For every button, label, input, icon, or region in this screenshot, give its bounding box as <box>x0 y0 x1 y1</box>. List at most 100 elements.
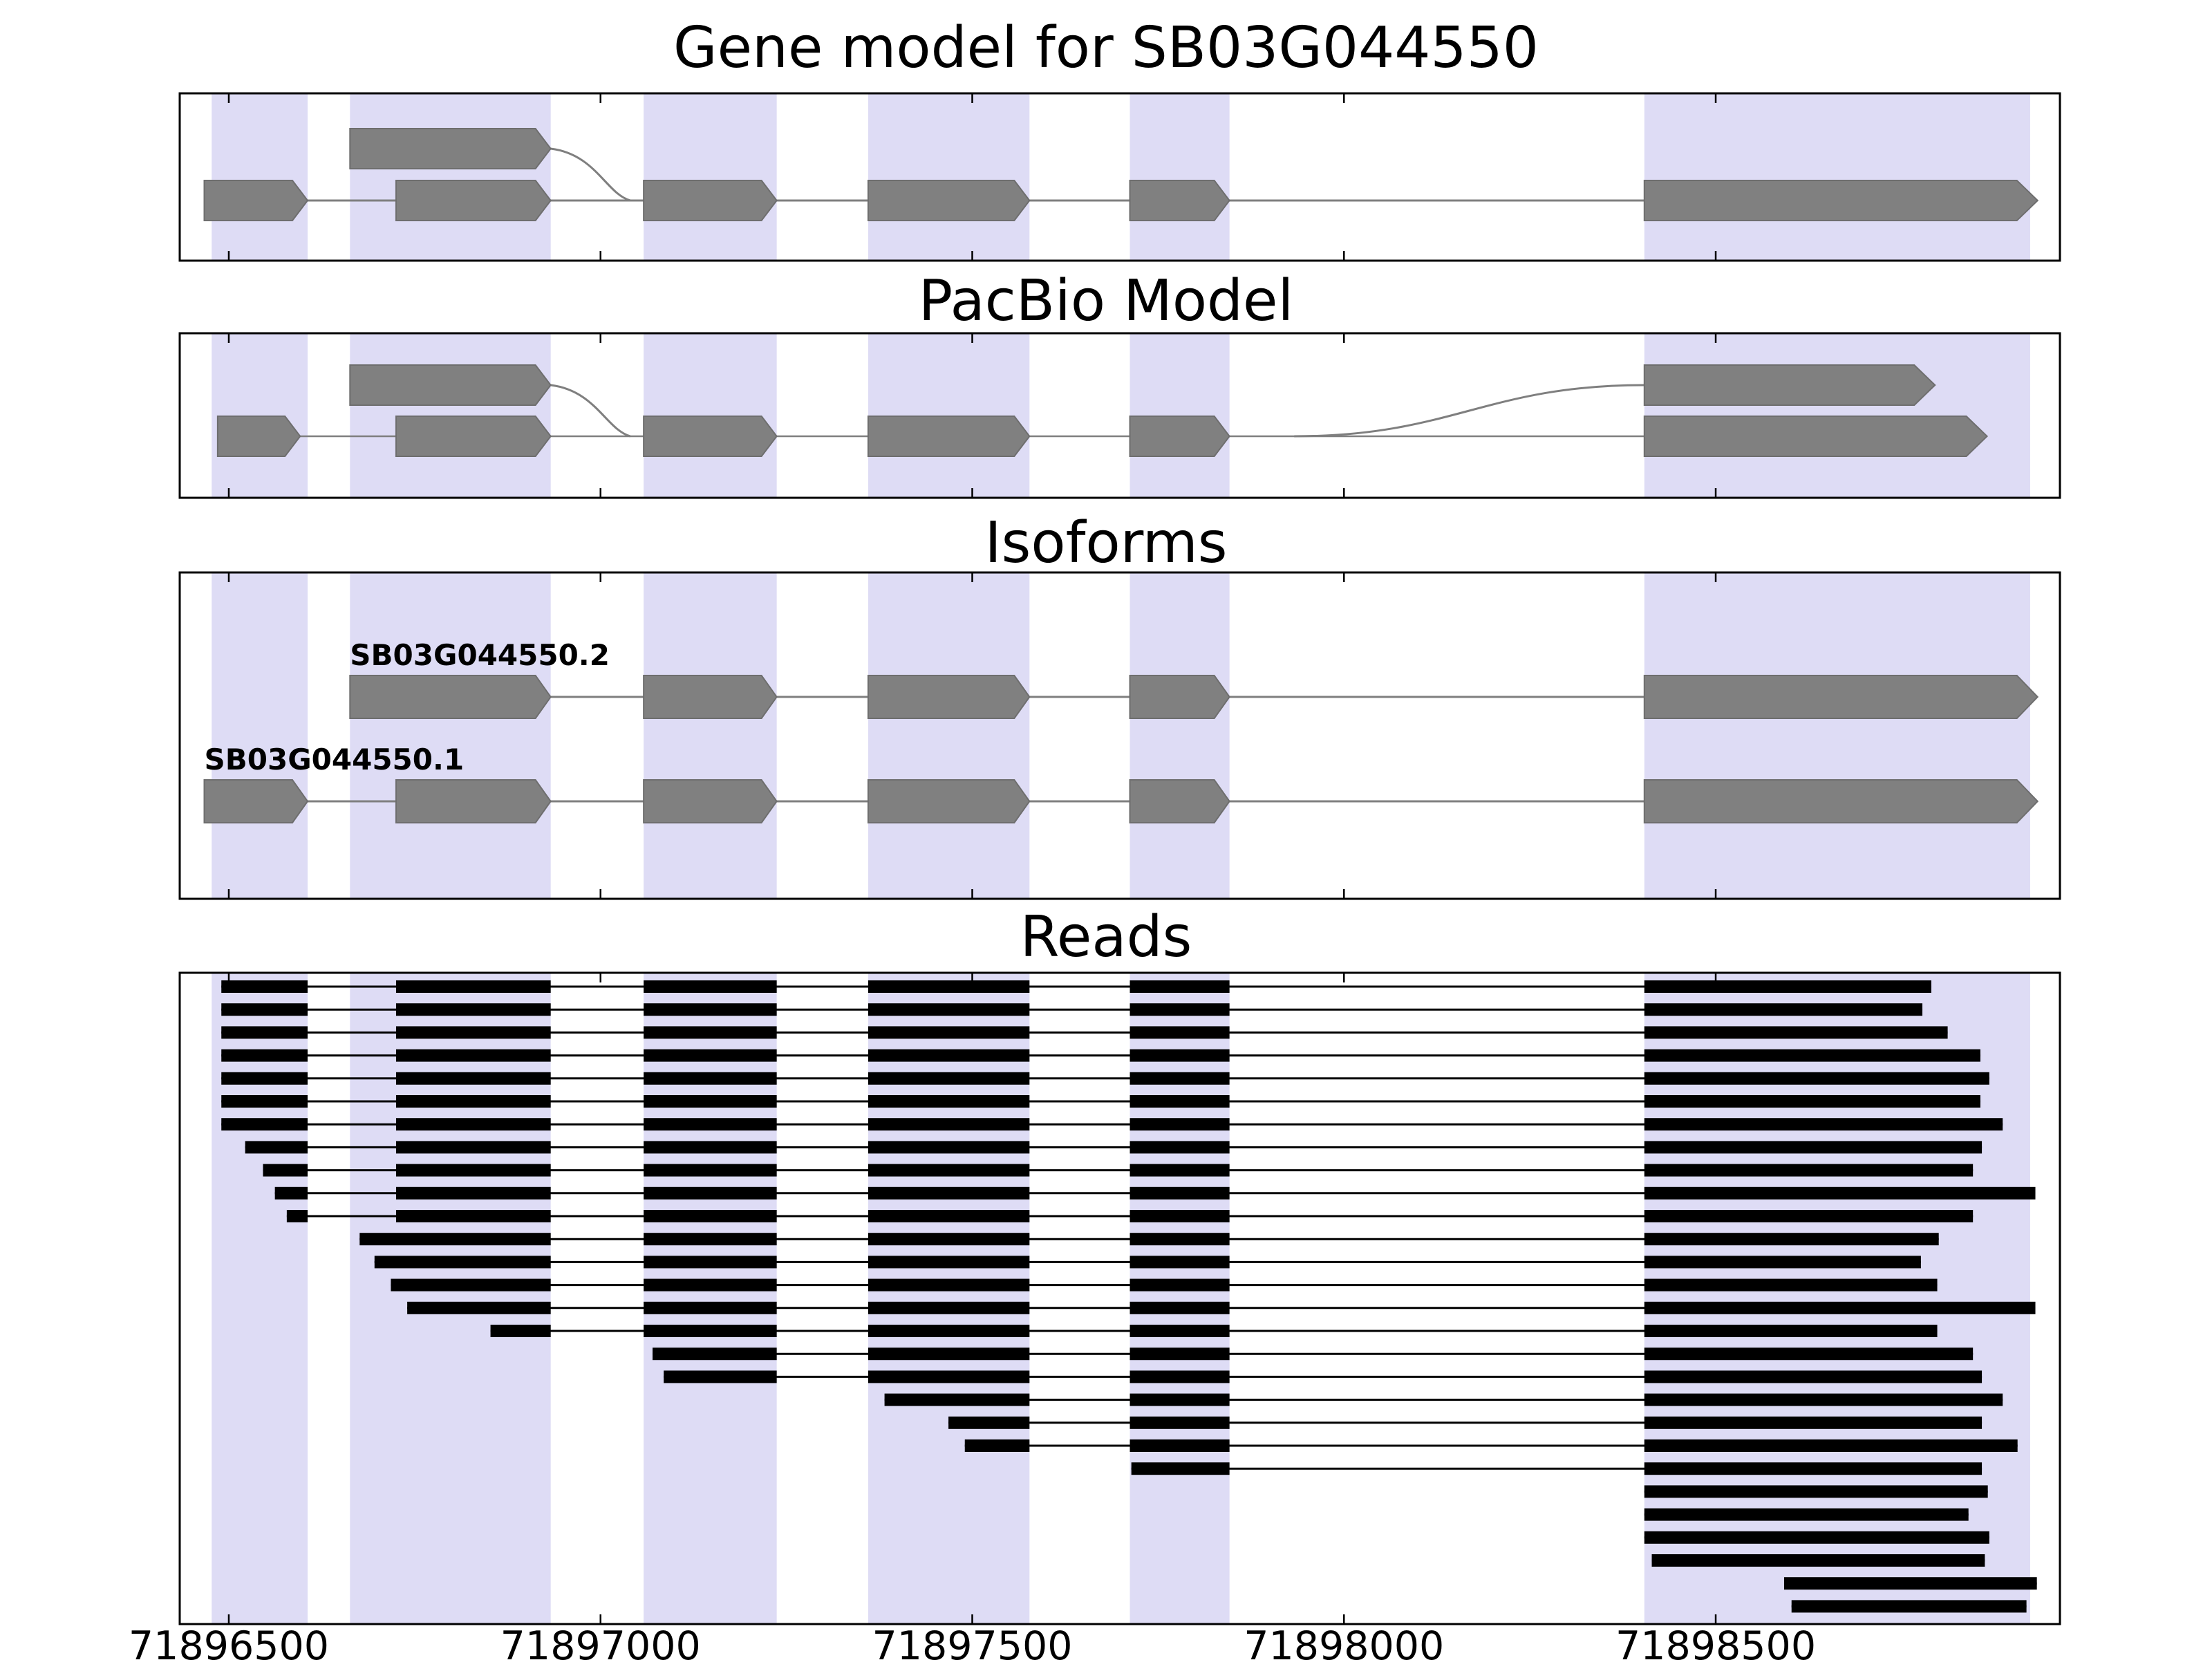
read-exon-block <box>395 1118 551 1131</box>
read-exon-block <box>1644 1049 1980 1062</box>
exon <box>1643 180 2039 221</box>
read-exon-block <box>1644 1278 1938 1292</box>
panel-title-gene-model: Gene model for SB03G044550 <box>673 15 1539 81</box>
read-exon-block <box>1791 1600 2027 1613</box>
exon <box>1129 779 1230 823</box>
alt-first-exon <box>349 128 552 169</box>
panel-border <box>178 332 2061 499</box>
read-row <box>1644 1508 1969 1521</box>
read-row <box>221 980 1931 993</box>
exon-highlight-band <box>212 93 308 261</box>
read-exon-block <box>395 1026 551 1039</box>
read-exon-block <box>1130 1049 1230 1062</box>
read-exon-block <box>868 1348 1030 1361</box>
read-exon-block <box>1644 1508 1969 1521</box>
exon-highlight-band <box>1644 572 2030 899</box>
read-exon-block <box>395 1186 551 1200</box>
read-exon-block <box>359 1233 551 1246</box>
panel-reads <box>178 971 2061 1625</box>
read-exon-block <box>644 980 777 993</box>
read-exon-block <box>1644 980 1931 993</box>
read-exon-block <box>868 1003 1030 1016</box>
exon-highlight-band <box>350 93 551 261</box>
read-row <box>1651 1554 1985 1567</box>
read-row <box>245 1141 1983 1154</box>
read-exon-block <box>274 1186 308 1200</box>
exon <box>395 416 552 457</box>
read-exon-block <box>964 1439 1030 1452</box>
read-exon-block <box>1130 1003 1230 1016</box>
exon <box>1643 779 2039 823</box>
read-exon-block <box>644 1141 777 1154</box>
exon <box>867 779 1031 823</box>
read-exon-block <box>1644 1393 2003 1406</box>
read-row <box>884 1393 2003 1406</box>
read-row <box>221 1026 1948 1039</box>
exon-highlight-band <box>868 572 1030 899</box>
read-exon-block <box>1783 1577 2037 1590</box>
read-exon-block <box>1644 1256 1921 1269</box>
read-exon-block <box>263 1164 308 1177</box>
read-row <box>391 1278 1938 1292</box>
read-exon-block <box>644 1072 777 1085</box>
read-exon-block <box>868 1256 1030 1269</box>
read-exon-block <box>868 1072 1030 1085</box>
panel-title-pacbio: PacBio Model <box>918 268 1294 334</box>
splice-curve <box>550 384 631 438</box>
x-tick-label: 71897500 <box>872 1623 1073 1669</box>
read-exon-block <box>1130 1370 1230 1383</box>
read-exon-block <box>1644 1072 1989 1085</box>
read-exon-block <box>884 1393 1030 1406</box>
read-exon-block <box>1130 1164 1230 1177</box>
read-exon-block <box>644 1186 777 1200</box>
read-exon-block <box>1644 1026 1948 1039</box>
exon <box>395 180 552 221</box>
exon <box>643 416 778 457</box>
read-exon-block <box>1130 1325 1230 1337</box>
read-exon-block <box>1130 1072 1230 1085</box>
top-last-exon <box>1643 364 1936 406</box>
exon-highlight-band <box>1644 93 2030 261</box>
panel-gene-model <box>178 92 2061 262</box>
read-exon-block <box>1130 1278 1230 1292</box>
exon <box>643 180 778 221</box>
read-exon-block <box>868 1186 1030 1200</box>
exon-highlight-band <box>644 93 777 261</box>
read-row <box>964 1439 2018 1452</box>
read-exon-block <box>644 1325 777 1337</box>
exon <box>1643 416 1989 457</box>
exon-highlight-band <box>212 572 308 899</box>
x-tick-label: 71896500 <box>128 1623 330 1669</box>
read-exon-block <box>395 1095 551 1108</box>
read-exon-block <box>221 1026 308 1039</box>
exon <box>867 416 1031 457</box>
read-row <box>263 1164 1974 1177</box>
exon <box>203 779 309 823</box>
exon <box>216 416 301 457</box>
read-exon-block <box>245 1141 308 1154</box>
read-exon-block <box>1130 980 1230 993</box>
exon-highlight-band <box>212 973 308 1624</box>
read-exon-block <box>1644 1164 1974 1177</box>
read-exon-block <box>644 1278 777 1292</box>
read-exon-block <box>395 1164 551 1177</box>
read-exon-block <box>1130 1026 1230 1039</box>
exon-highlight-band <box>350 973 551 1624</box>
alt-first-exon <box>349 364 552 406</box>
read-exon-block <box>1130 1348 1230 1361</box>
read-exon-block <box>644 1301 777 1314</box>
read-row <box>221 1118 2003 1131</box>
read-exon-block <box>1130 1141 1230 1154</box>
read-row <box>1783 1577 2037 1590</box>
read-exon-block <box>1644 1416 1983 1429</box>
panel-pacbio <box>178 332 2061 499</box>
exon-highlight-band <box>1644 973 2030 1624</box>
x-tick-label: 71898000 <box>1244 1623 1445 1669</box>
read-exon-block <box>1130 1095 1230 1108</box>
panel-isoforms: SB03G044550.2 SB03G044550.1 <box>178 571 2061 900</box>
read-exon-block <box>868 1049 1030 1062</box>
exon-highlight-band <box>644 973 777 1624</box>
read-exon-block <box>1130 1393 1230 1406</box>
read-row <box>221 1072 1989 1085</box>
exon <box>643 779 778 823</box>
